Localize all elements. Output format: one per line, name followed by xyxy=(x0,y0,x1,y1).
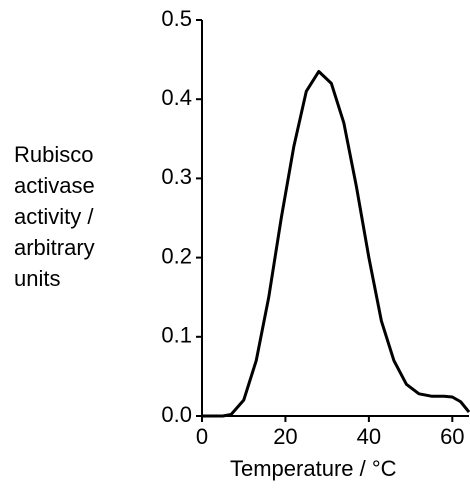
y-axis-label: Rubisco xyxy=(14,142,93,167)
x-tick-label: 40 xyxy=(357,424,381,449)
y-tick-label: 0.3 xyxy=(161,164,192,189)
y-tick-label: 0.5 xyxy=(161,6,192,31)
x-tick-label: 60 xyxy=(440,424,464,449)
y-axis-label: arbitrary xyxy=(14,235,95,260)
x-tick-label: 0 xyxy=(196,424,208,449)
data-line xyxy=(202,69,470,418)
x-tick-label: 20 xyxy=(273,424,297,449)
y-tick-label: 0.1 xyxy=(161,323,192,348)
y-axis-label: activity / xyxy=(14,204,94,229)
y-tick-label: 0.2 xyxy=(161,243,192,268)
y-axis-label: activase xyxy=(14,173,95,198)
y-axis-label: units xyxy=(14,266,60,291)
x-axis-label: Temperature / °C xyxy=(230,456,397,481)
y-tick-label: 0.4 xyxy=(161,85,192,110)
y-tick-label: 0.0 xyxy=(161,402,192,427)
